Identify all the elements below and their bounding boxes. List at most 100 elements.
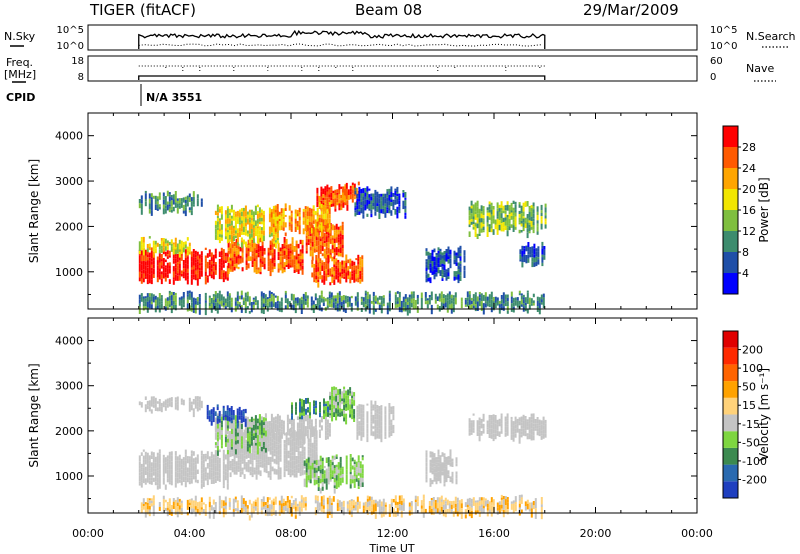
data-cell (174, 477, 177, 483)
data-cell (429, 462, 432, 467)
data-cell (468, 428, 471, 433)
data-cell (260, 416, 263, 422)
data-cell (182, 460, 185, 466)
data-cell (536, 296, 539, 301)
data-cell (506, 201, 509, 205)
data-cell (248, 447, 251, 454)
data-cell (229, 472, 232, 478)
data-cell (182, 304, 185, 308)
data-cell (404, 208, 407, 213)
data-cell (182, 465, 185, 468)
data-cell (176, 470, 179, 473)
data-cell (357, 468, 360, 473)
data-cell (269, 270, 272, 277)
data-cell (196, 396, 199, 402)
data-cell (180, 245, 183, 251)
data-cell (140, 474, 143, 481)
data-cell (204, 247, 207, 250)
data-cell (310, 296, 313, 302)
data-cell (146, 452, 149, 458)
data-cell (252, 301, 255, 305)
data-cell (346, 298, 349, 303)
data-cell (289, 265, 292, 268)
data-cell (168, 506, 171, 510)
data-cell (244, 434, 247, 438)
data-cell (286, 417, 289, 423)
data-cell (372, 296, 375, 303)
data-cell (333, 238, 336, 243)
data-cell (190, 278, 193, 285)
data-cell (484, 301, 487, 304)
data-cell (224, 275, 227, 280)
data-cell (302, 228, 305, 235)
data-cell (222, 470, 225, 475)
data-cell (293, 473, 296, 478)
data-cell (140, 203, 143, 210)
data-cell (412, 301, 415, 305)
data-cell (230, 234, 233, 238)
data-cell (226, 218, 229, 224)
data-cell (339, 462, 342, 468)
data-cell (528, 224, 531, 228)
data-cell (233, 246, 236, 252)
data-cell (216, 227, 219, 230)
data-cell (218, 449, 221, 453)
data-cell (158, 249, 161, 254)
data-cell (309, 451, 312, 454)
data-cell (496, 208, 499, 212)
data-cell (492, 229, 495, 235)
data-cell (340, 194, 343, 199)
data-cell (334, 298, 337, 302)
data-cell (378, 411, 381, 415)
data-cell (148, 460, 151, 466)
data-cell (200, 497, 203, 503)
data-cell (252, 238, 255, 243)
data-cell (251, 253, 254, 257)
data-cell (370, 300, 373, 304)
data-cell (326, 432, 329, 436)
data-cell (288, 219, 291, 223)
data-cell (300, 304, 303, 307)
data-cell (140, 463, 143, 468)
data-cell (534, 423, 537, 429)
data-cell (468, 422, 471, 429)
data-cell (190, 267, 193, 270)
data-cell (144, 270, 147, 277)
data-cell (360, 298, 363, 302)
data-cell (514, 212, 517, 217)
data-cell (289, 447, 292, 453)
data-cell (449, 449, 452, 454)
data-cell (353, 478, 356, 484)
data-cell (380, 428, 383, 434)
data-cell (360, 296, 363, 299)
data-cell (178, 477, 181, 480)
data-cell (512, 431, 515, 435)
data-cell (312, 214, 315, 221)
data-cell (166, 243, 169, 247)
data-cell (452, 301, 455, 305)
data-cell (150, 267, 153, 271)
data-cell (158, 464, 161, 470)
data-cell (333, 470, 336, 474)
data-cell (242, 509, 245, 512)
data-cell (152, 471, 155, 476)
data-cell (474, 202, 477, 206)
data-cell (198, 254, 201, 259)
data-cell (368, 194, 371, 198)
data-cell (526, 419, 529, 422)
data-cell (351, 410, 354, 414)
data-cell (224, 499, 227, 503)
data-cell (470, 208, 473, 214)
data-cell (314, 232, 317, 237)
data-cell (194, 399, 197, 405)
data-cell (339, 467, 342, 471)
data-cell (283, 440, 286, 444)
data-cell (170, 464, 173, 470)
data-cell (259, 459, 262, 462)
data-cell (280, 419, 283, 424)
data-cell (152, 468, 155, 472)
data-cell (144, 199, 147, 202)
data-cell (435, 464, 438, 469)
data-cell (333, 225, 336, 230)
data-cell (148, 263, 151, 267)
